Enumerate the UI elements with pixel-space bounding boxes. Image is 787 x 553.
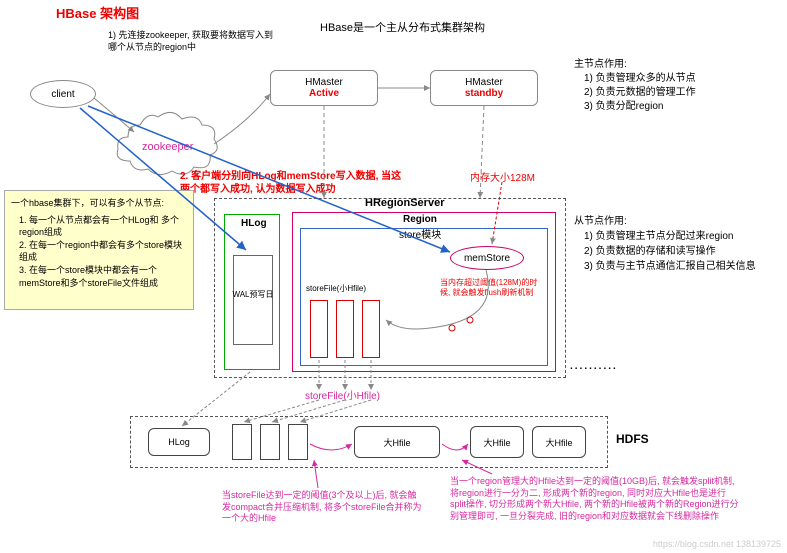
master-role-2: 2) 负责元数据的管理工作	[574, 86, 696, 100]
hmaster-standby-status: standby	[465, 88, 503, 99]
slave-3: 3) 负责与主节点通信汇报自己相关信息	[574, 259, 756, 274]
memstore-label: memStore	[464, 253, 510, 264]
hmaster-standby-title: HMaster	[465, 77, 503, 88]
watermark: https://blog.csdn.net 138139725	[653, 539, 781, 549]
memstore-box: memStore	[450, 246, 524, 270]
hmaster-active-title: HMaster	[305, 77, 343, 88]
mem-size-label: 内存大小128M	[470, 172, 535, 185]
store-label: store模块	[399, 229, 441, 242]
master-role: 主节点作用: 1) 负责管理众多的从节点 2) 负责元数据的管理工作 3) 负责…	[574, 58, 696, 114]
diagram-subtitle: HBase是一个主从分布式集群架构	[320, 21, 485, 35]
write-note: 2. 客户端分别向HLog和memStore写入数据, 当这两个都写入成功, 认…	[180, 170, 410, 196]
hdfs-label: HDFS	[616, 432, 649, 448]
storefile-label-2: storeFile(小Hfile)	[305, 390, 380, 403]
split-note: 当一个region管理大的Hfile达到一定的阈值(10GB)后, 就会触发sp…	[450, 476, 740, 523]
diagram-title: HBase 架构图	[56, 6, 139, 23]
storefile-1	[310, 300, 328, 358]
hdfs-sf2	[260, 424, 280, 460]
hdfs-bighfile-3: 大Hfile	[532, 426, 586, 458]
hmaster-active: HMaster Active	[270, 70, 378, 106]
hdfs-hlog: HLog	[148, 428, 210, 456]
ellipsis-1: ..........	[570, 360, 618, 373]
hdfs-bighfile-1: 大Hfile	[354, 426, 440, 458]
master-role-title: 主节点作用:	[574, 58, 696, 72]
note-2: 2. 在每一个region中都会有多个store模块组成	[11, 239, 187, 264]
cluster-note: 一个hbase集群下，可以有多个从节点: 1. 每一个从节点都会有一个HLog和…	[4, 190, 194, 310]
wal-label: WAL预写日	[229, 290, 277, 300]
master-role-1: 1) 负责管理众多的从节点	[574, 72, 696, 86]
mem-note: 当内存超过阈值(128M)的时候, 就会触发flush刷新机制	[440, 278, 540, 297]
hdfs-sf1	[232, 424, 252, 460]
client-node: client	[30, 80, 96, 108]
hlog-box: HLog WAL预写日	[224, 214, 280, 370]
slave-1: 1) 负责管理主节点分配过来region	[574, 229, 756, 244]
slave-2: 2) 负责数据的存储和读写操作	[574, 244, 756, 259]
note-3: 3. 在每一个store模块中都会有一个memStore和多个storeFile…	[11, 264, 187, 289]
hdfs-bighfile-2: 大Hfile	[470, 426, 524, 458]
region-server-label: HRegionServer	[365, 196, 444, 210]
client-desc: 1) 先连接zookeeper, 获取要将数据写入到哪个从节点的region中	[108, 30, 278, 53]
slave-role: 从节点作用: 1) 负责管理主节点分配过来region 2) 负责数据的存储和读…	[574, 214, 756, 274]
hdfs-sf3	[288, 424, 308, 460]
zookeeper-label: zookeeper	[142, 140, 193, 154]
master-role-3: 3) 负责分配region	[574, 100, 696, 114]
client-label: client	[51, 89, 74, 100]
note-1: 1. 每一个从节点都会有一个HLog和 多个region组成	[11, 214, 187, 239]
storefile-3	[362, 300, 380, 358]
hmaster-active-status: Active	[309, 88, 339, 99]
note-title: 一个hbase集群下，可以有多个从节点:	[11, 197, 187, 210]
compact-note: 当storeFile达到一定的阈值(3个及以上)后, 就会触发compact合并…	[222, 490, 422, 525]
region-label: Region	[403, 213, 437, 226]
hlog-label: HLog	[241, 217, 267, 230]
storefile-label: storeFile(小Hfile)	[306, 284, 366, 294]
slave-title: 从节点作用:	[574, 214, 756, 229]
storefile-2	[336, 300, 354, 358]
hmaster-standby: HMaster standby	[430, 70, 538, 106]
